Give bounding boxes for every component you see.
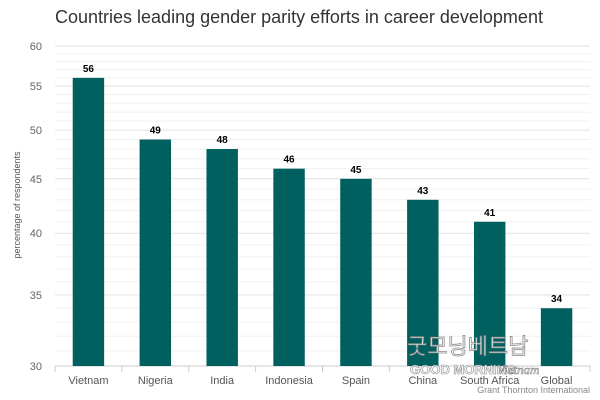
watermark-english-text: GOOD MORNING <box>410 362 516 377</box>
data-label: 45 <box>350 165 362 176</box>
watermark-logo: 굿모닝베트남 GOOD MORNING Vietnam <box>407 335 540 378</box>
x-category-label: India <box>210 375 235 387</box>
watermark-korean-text: 굿모닝베트남 <box>407 335 528 360</box>
bar <box>540 308 573 366</box>
bar <box>273 168 305 366</box>
data-label: 56 <box>83 64 95 75</box>
bar <box>473 221 506 366</box>
y-axis-label: percentage of respondents <box>12 151 22 259</box>
x-category-label: Indonesia <box>265 375 314 387</box>
data-label: 43 <box>417 186 429 197</box>
bars <box>72 77 573 367</box>
data-label: 49 <box>150 125 162 136</box>
x-category-label: Vietnam <box>68 375 108 387</box>
y-tick-label: 45 <box>30 174 42 186</box>
x-category-label: South Africa <box>460 375 520 387</box>
source-note: Grant Thornton International <box>477 385 590 395</box>
data-labels: 56 49 48 46 45 43 41 34 <box>83 64 563 305</box>
watermark-script-text: Vietnam <box>497 362 539 377</box>
x-category-label: Nigeria <box>138 375 174 387</box>
x-category-label: China <box>408 375 438 387</box>
y-tick-label: 35 <box>30 290 42 302</box>
bar <box>139 139 172 366</box>
bar <box>72 77 105 367</box>
y-tick-labels: 30 35 40 45 50 55 60 <box>30 41 42 373</box>
y-tick-label: 50 <box>30 125 42 137</box>
y-tick-label: 30 <box>30 361 42 373</box>
x-category-labels: Vietnam Nigeria India Indonesia Spain China So… <box>68 375 572 387</box>
x-category-label: Global <box>541 375 573 387</box>
y-tick-label: 55 <box>30 81 42 93</box>
y-tick-label: 40 <box>30 228 42 240</box>
x-category-label: Spain <box>342 375 370 387</box>
data-label: 41 <box>484 208 496 219</box>
grid-lines <box>55 45 590 367</box>
bar <box>407 199 439 366</box>
bar <box>206 149 238 366</box>
bar <box>340 178 372 366</box>
data-label: 34 <box>551 294 563 305</box>
y-tick-label: 60 <box>30 41 42 53</box>
data-label: 46 <box>284 155 296 166</box>
data-label: 48 <box>217 135 229 146</box>
chart-title: Countries leading gender parity efforts … <box>55 7 543 27</box>
